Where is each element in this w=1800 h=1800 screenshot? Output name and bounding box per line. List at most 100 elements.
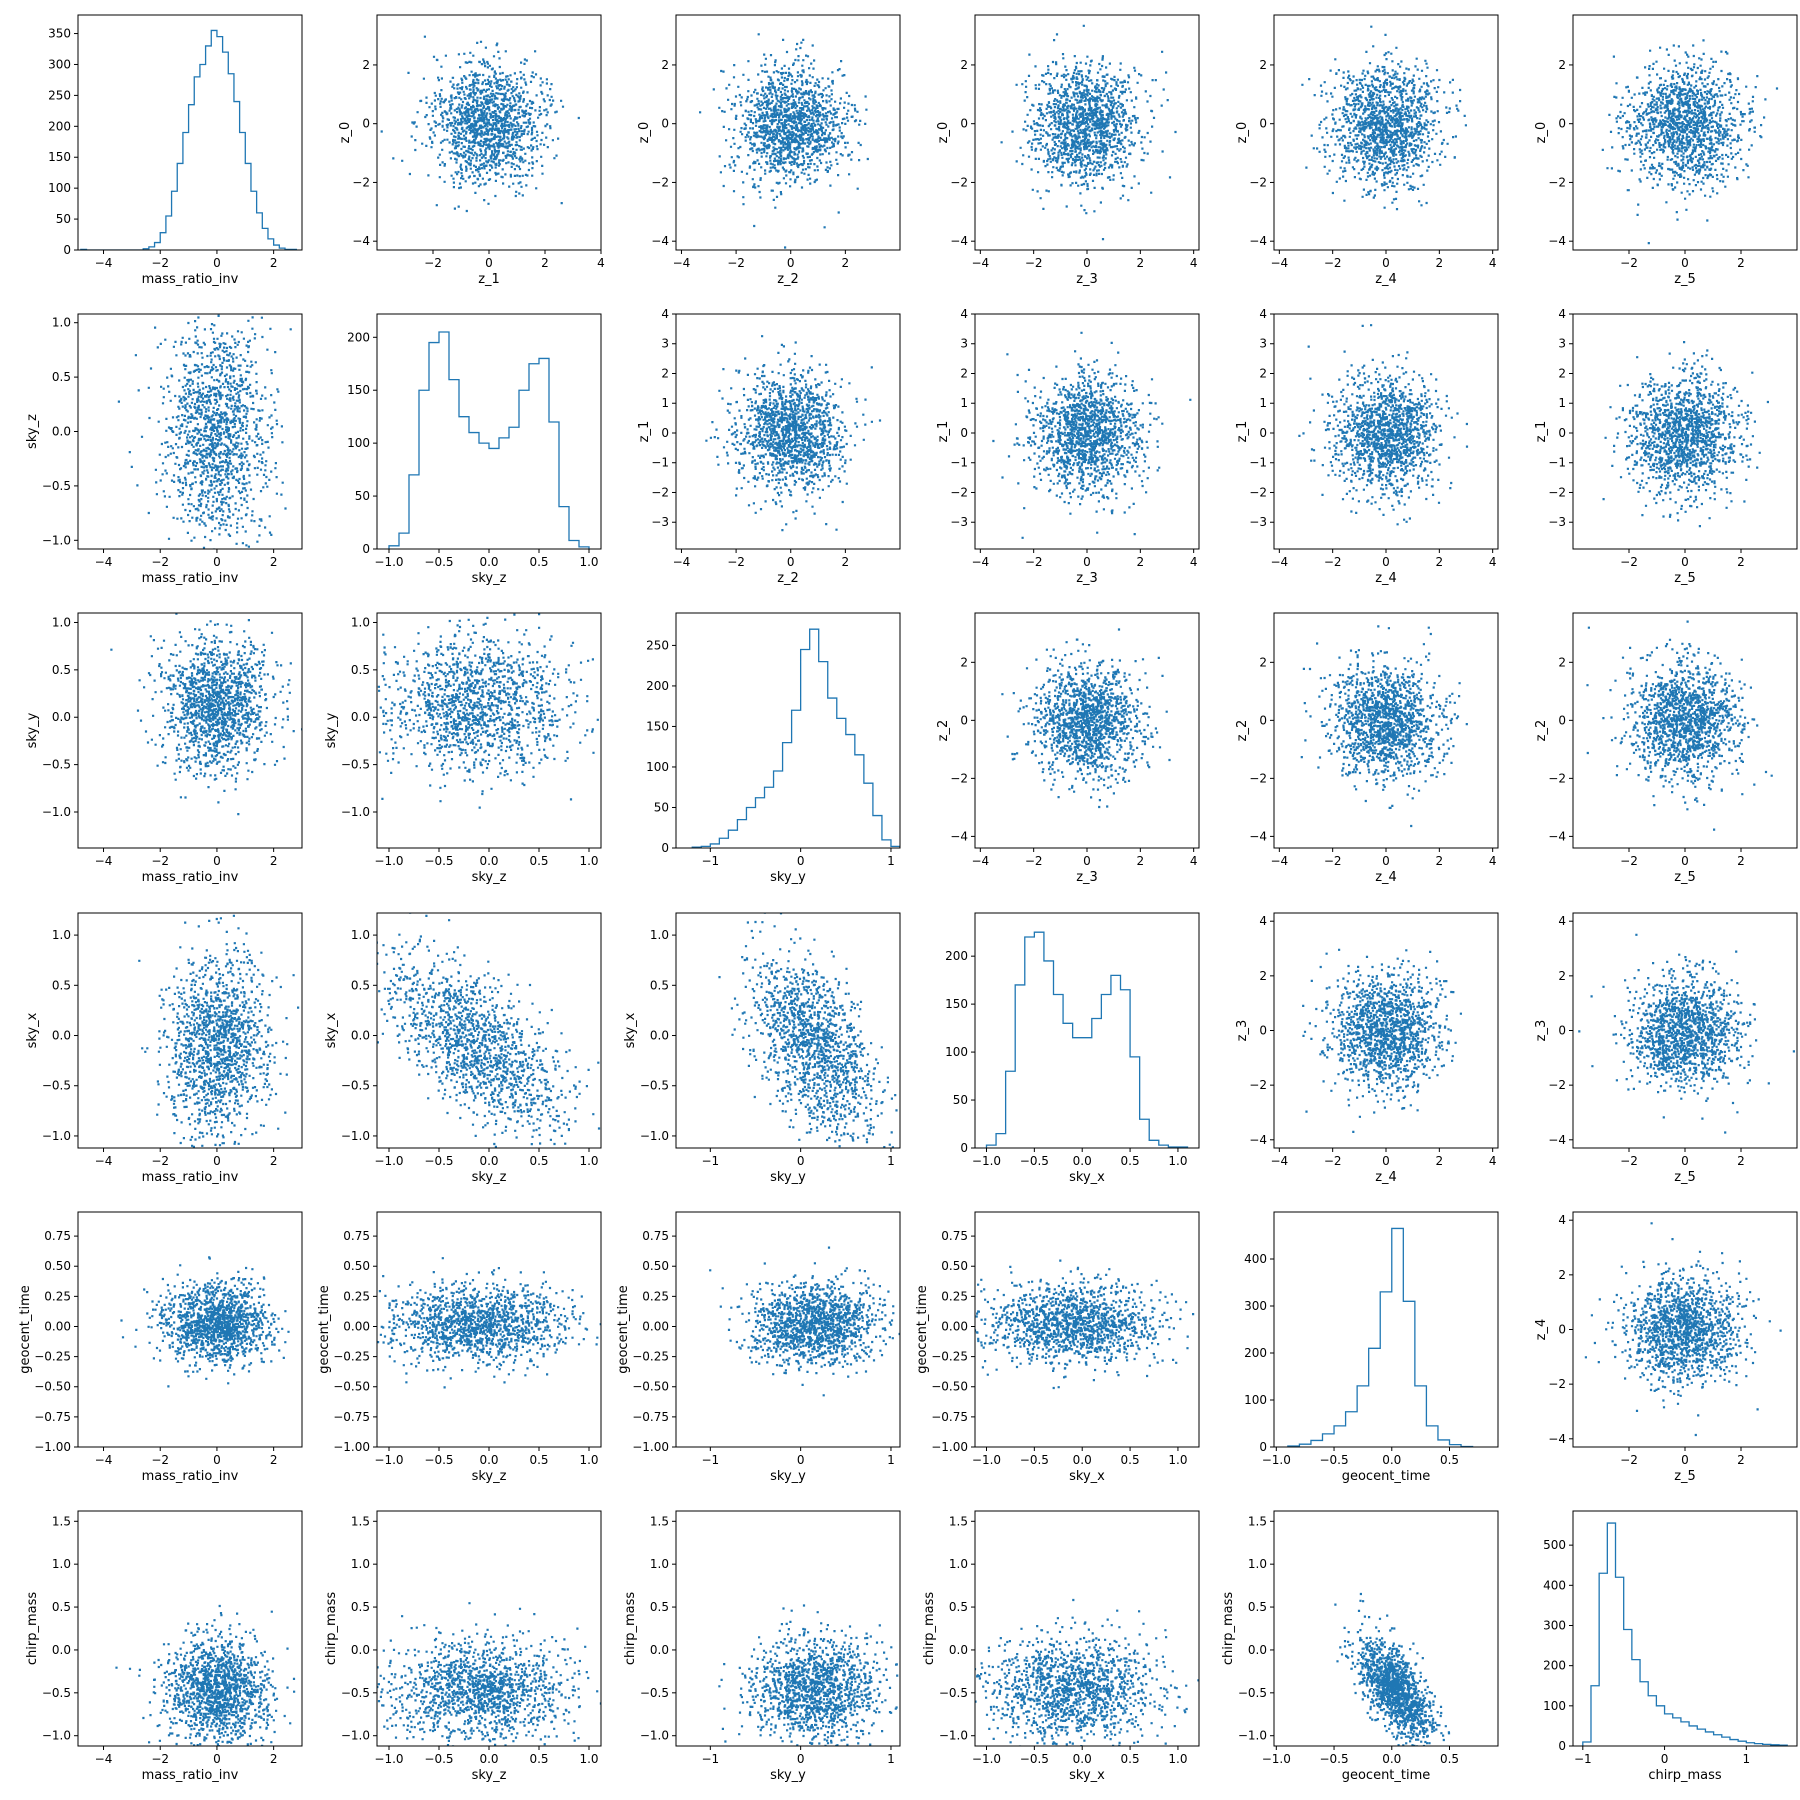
- x-tick-label: −4: [95, 854, 113, 868]
- scatter-points: [718, 913, 898, 1148]
- x-tick-label: −1.0: [972, 1453, 1001, 1467]
- scatter-points: [1300, 625, 1468, 828]
- y-tick-label: −1.0: [640, 1129, 669, 1143]
- y-tick-label: 1.0: [52, 615, 71, 629]
- x-tick-label: 0: [1083, 854, 1091, 868]
- y-tick-label: 0.5: [949, 1600, 968, 1614]
- subplot-r0-c0: −4 −2 0 2 0 50 100 150 200 250 300 350 mass_ratio_in…: [48, 14, 303, 287]
- plot-area: [1301, 25, 1467, 211]
- x-tick-label: −2: [1324, 1154, 1342, 1168]
- y-axis-label: sky_y: [25, 712, 40, 748]
- y-tick-label: −2: [1548, 771, 1566, 785]
- y-tick-label: 300: [48, 57, 71, 71]
- y-tick-label: 1: [661, 396, 669, 410]
- x-axis-label: z_5: [1674, 870, 1696, 885]
- plot-area: [138, 914, 300, 1148]
- y-tick-label: −0.25: [931, 1350, 968, 1364]
- y-axis-label: z_1: [1534, 421, 1549, 443]
- y-tick-label: −0.5: [341, 1686, 370, 1700]
- y-tick-label: 150: [347, 383, 370, 397]
- scatter-points: [377, 1602, 601, 1746]
- x-tick-label: −2: [1025, 854, 1043, 868]
- y-tick-label: 0.5: [52, 1600, 71, 1614]
- x-tick-label: −1: [701, 1453, 719, 1467]
- y-axis-label: z_0: [1534, 122, 1549, 144]
- subplot-r3-c2: −1 0 1 −1.0 −0.5 0.0 0.5 1.0 sky_y sky_x: [623, 912, 901, 1185]
- subplot-r0-c1: −2 0 2 4 −4 −2 0 2 z_1 z_0: [338, 14, 605, 287]
- y-tick-label: 0: [960, 117, 968, 131]
- y-tick-label: −2: [1249, 1078, 1267, 1092]
- x-tick-label: 0: [213, 1752, 221, 1766]
- y-tick-label: 100: [945, 1045, 968, 1059]
- y-tick-label: 0: [1259, 426, 1267, 440]
- y-tick-label: 3: [661, 337, 669, 351]
- x-axis-label: sky_z: [472, 870, 507, 885]
- x-tick-label: −4: [95, 1154, 113, 1168]
- x-tick-label: 1.0: [1168, 1752, 1187, 1766]
- y-tick-label: 0.5: [351, 663, 370, 677]
- x-axis-label: mass_ratio_inv: [142, 571, 239, 586]
- y-tick-label: 2: [1259, 969, 1267, 983]
- axes-frame: [974, 1510, 1200, 1747]
- y-tick-label: 100: [1244, 1393, 1267, 1407]
- y-tick-label: 0: [1558, 117, 1566, 131]
- x-tick-label: 0: [213, 1453, 221, 1467]
- y-tick-label: 50: [953, 1093, 968, 1107]
- plot-area: [691, 628, 900, 848]
- y-tick-label: −1.0: [42, 805, 71, 819]
- scatter-points: [377, 1257, 601, 1389]
- plot-area: [388, 331, 590, 549]
- axes-frame: [974, 1211, 1200, 1448]
- y-tick-label: 1.0: [1248, 1557, 1267, 1571]
- x-tick-label: −2: [151, 1752, 169, 1766]
- axes-frame: [1273, 1510, 1499, 1747]
- y-tick-label: 0: [661, 841, 669, 855]
- y-tick-label: 500: [1543, 1538, 1566, 1552]
- x-axis-label: sky_y: [770, 1170, 806, 1185]
- plot-area: [377, 1602, 601, 1746]
- y-tick-label: 0: [661, 426, 669, 440]
- y-tick-label: 2: [960, 58, 968, 72]
- scatter-points: [117, 314, 292, 549]
- y-axis-label: geocent_time: [18, 1285, 33, 1374]
- x-tick-label: 4: [1190, 854, 1198, 868]
- x-tick-label: 2: [842, 555, 850, 569]
- y-tick-label: −0.50: [931, 1380, 968, 1394]
- y-axis-label: z_3: [1534, 1020, 1549, 1042]
- x-axis-label: sky_x: [1069, 1170, 1105, 1185]
- y-tick-label: −2: [950, 485, 968, 499]
- x-axis-label: z_3: [1076, 870, 1098, 885]
- y-tick-label: 0.0: [52, 710, 71, 724]
- x-axis-label: z_3: [1076, 272, 1098, 287]
- plot-area: [718, 913, 898, 1148]
- axes-frame: [77, 912, 303, 1149]
- x-tick-label: −4: [673, 555, 691, 569]
- y-axis-label: geocent_time: [317, 1285, 332, 1374]
- x-axis-label: sky_z: [472, 1170, 507, 1185]
- x-tick-label: 0: [787, 555, 795, 569]
- y-tick-label: 350: [48, 27, 71, 41]
- y-tick-label: 2: [362, 58, 370, 72]
- y-tick-label: 0: [1259, 1440, 1267, 1454]
- x-tick-label: −0.5: [424, 1154, 453, 1168]
- x-tick-label: 0.5: [1121, 1752, 1140, 1766]
- subplot-r5-c5: −1 0 1 0 100 200 300 400 500 chirp_mass: [1543, 1510, 1798, 1783]
- x-axis-label: sky_y: [770, 1768, 806, 1783]
- y-tick-label: 2: [1558, 366, 1566, 380]
- x-axis-label: z_4: [1375, 571, 1397, 586]
- plot-area: [377, 913, 601, 1148]
- x-tick-label: 2: [1737, 854, 1745, 868]
- plot-area: [992, 331, 1192, 539]
- y-tick-label: −0.5: [1238, 1686, 1267, 1700]
- y-tick-label: 3: [1558, 337, 1566, 351]
- scatter-points: [110, 613, 302, 816]
- y-tick-label: 250: [48, 88, 71, 102]
- x-tick-label: 0.0: [479, 555, 498, 569]
- y-tick-label: −1.0: [42, 1129, 71, 1143]
- x-axis-label: z_2: [777, 272, 799, 287]
- y-tick-label: 0.25: [941, 1289, 968, 1303]
- y-tick-label: 1.0: [351, 615, 370, 629]
- x-tick-label: −1: [701, 854, 719, 868]
- x-axis-label: sky_x: [1069, 1469, 1105, 1484]
- y-tick-label: −0.75: [34, 1410, 71, 1424]
